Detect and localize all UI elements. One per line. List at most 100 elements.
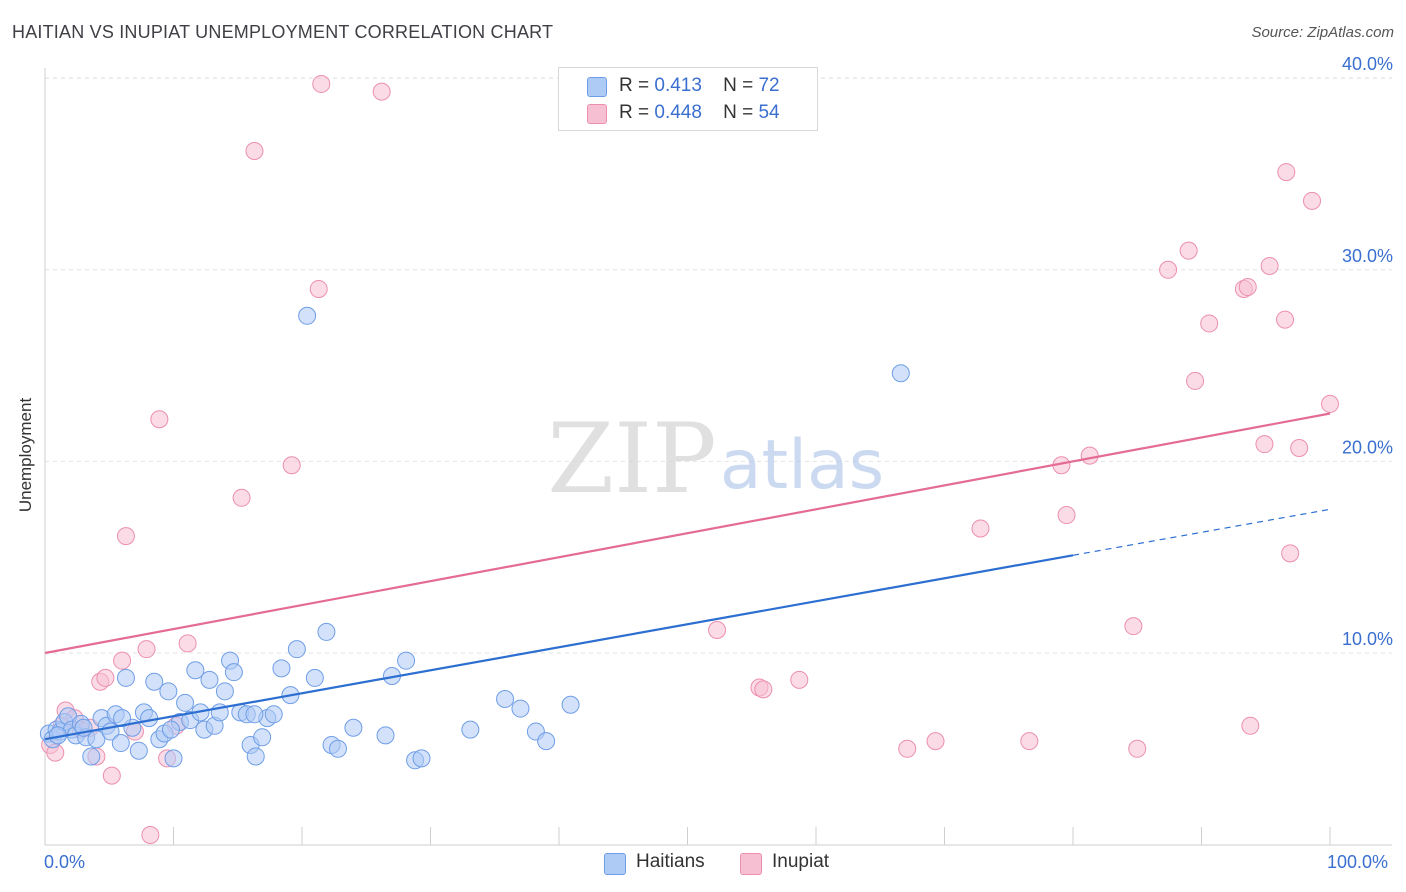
haitians-point bbox=[116, 668, 135, 687]
legend-r-label: R = bbox=[619, 75, 650, 96]
haitians-point bbox=[253, 728, 272, 747]
haitians-points bbox=[39, 306, 910, 770]
legend-n-value: 72 bbox=[758, 75, 780, 96]
inupiat-swatch bbox=[587, 104, 607, 124]
chart-title: HAITIAN VS INUPIAT UNEMPLOYMENT CORRELAT… bbox=[12, 22, 554, 42]
inupiat-point bbox=[1303, 191, 1322, 210]
haitians-point bbox=[344, 718, 363, 737]
inupiat-point bbox=[1186, 371, 1205, 390]
correlation-legend: R = 0.413 N = 72 R = 0.448 N = 54 bbox=[558, 67, 818, 131]
inupiat-point bbox=[312, 74, 331, 93]
haitians-point bbox=[561, 695, 580, 714]
inupiat-point bbox=[1080, 446, 1099, 465]
inupiat-point bbox=[1159, 260, 1178, 279]
haitians-point bbox=[328, 739, 347, 758]
haitians-swatch bbox=[587, 77, 607, 97]
inupiat-point bbox=[178, 634, 197, 653]
inupiat-point bbox=[113, 651, 132, 670]
haitians-point bbox=[272, 659, 291, 678]
axes bbox=[44, 68, 1392, 846]
haitians-point bbox=[176, 693, 195, 712]
inupiat-point bbox=[372, 82, 391, 101]
inupiat-point bbox=[102, 766, 121, 785]
haitians-point bbox=[159, 682, 178, 701]
inupiat-point bbox=[282, 456, 301, 475]
inupiat-point bbox=[1276, 310, 1295, 329]
legend-r-value: 0.413 bbox=[654, 75, 702, 96]
inupiat-point bbox=[1241, 716, 1260, 735]
inupiat-point bbox=[1277, 163, 1296, 182]
source-credit: Source: ZipAtlas.com bbox=[1251, 24, 1394, 41]
inupiat-point bbox=[898, 739, 917, 758]
y-tick-label: 20.0% bbox=[1342, 437, 1393, 457]
haitians-point bbox=[224, 663, 243, 682]
haitians-point bbox=[287, 640, 306, 659]
haitians-point bbox=[113, 709, 132, 728]
inupiat-point bbox=[116, 527, 135, 546]
inupiat-point bbox=[1057, 506, 1076, 525]
legend-n-label: N = bbox=[723, 75, 754, 96]
inupiat-point bbox=[1179, 241, 1198, 260]
haitians-point bbox=[161, 720, 180, 739]
x-axis-max-label: 100.0% bbox=[1327, 852, 1389, 872]
legend-r-label: R = bbox=[619, 102, 650, 123]
haitians-trend-line bbox=[44, 554, 1074, 741]
haitians-point bbox=[129, 741, 148, 760]
haitians-point bbox=[164, 749, 183, 768]
inupiat-point bbox=[1124, 617, 1143, 636]
haitians-point bbox=[200, 670, 219, 689]
haitians-point bbox=[145, 672, 164, 691]
inupiat-point bbox=[1020, 732, 1039, 751]
legend-label-haitians: Haitians bbox=[636, 851, 705, 872]
legend-n-value: 54 bbox=[758, 102, 780, 123]
inupiat-point bbox=[96, 668, 115, 687]
inupiat-swatch bbox=[740, 853, 762, 875]
inupiat-point bbox=[1281, 544, 1300, 563]
inupiat-point bbox=[1260, 256, 1279, 275]
haitians-point bbox=[215, 682, 234, 701]
watermark-atlas: atlas bbox=[720, 426, 884, 505]
y-tick-label: 40.0% bbox=[1342, 54, 1393, 74]
inupiat-point bbox=[1200, 314, 1219, 333]
haitians-point bbox=[82, 747, 101, 766]
haitians-point bbox=[246, 747, 265, 766]
inupiat-point bbox=[1128, 739, 1147, 758]
haitians-point bbox=[461, 720, 480, 739]
inupiat-point bbox=[1238, 278, 1257, 297]
inupiat-point bbox=[141, 826, 160, 845]
inupiat-point bbox=[708, 621, 727, 640]
inupiat-point bbox=[232, 488, 251, 507]
inupiat-point bbox=[926, 732, 945, 751]
watermark: ZIP atlas bbox=[547, 403, 884, 515]
legend-r-value: 0.448 bbox=[654, 102, 702, 123]
haitians-point bbox=[317, 622, 336, 641]
haitians-point bbox=[264, 705, 283, 724]
haitians-point bbox=[305, 668, 324, 687]
watermark-zip: ZIP bbox=[547, 403, 716, 515]
haitians-point bbox=[245, 705, 264, 724]
haitians-point bbox=[537, 732, 556, 751]
trend-lines bbox=[44, 412, 1331, 741]
legend-label-inupiat: Inupiat bbox=[772, 851, 830, 872]
haitians-point bbox=[140, 709, 159, 728]
y-tick-label: 10.0% bbox=[1342, 629, 1393, 649]
gridlines bbox=[45, 77, 1392, 654]
haitians-point bbox=[496, 689, 515, 708]
inupiat-point bbox=[790, 670, 809, 689]
x-axis-min-label: 0.0% bbox=[44, 852, 86, 872]
haitians-point bbox=[511, 699, 530, 718]
inupiat-point bbox=[754, 680, 773, 699]
inupiat-point bbox=[245, 142, 264, 161]
inupiat-point bbox=[137, 640, 156, 659]
haitians-swatch bbox=[604, 853, 626, 875]
y-tick-labels: 10.0% 20.0% 30.0% 40.0% bbox=[1342, 54, 1393, 649]
haitians-point bbox=[397, 651, 416, 670]
inupiat-point bbox=[971, 519, 990, 538]
inupiat-trend-line bbox=[44, 412, 1331, 655]
inupiat-point bbox=[150, 410, 169, 429]
haitians-point bbox=[891, 364, 910, 383]
inupiat-point bbox=[309, 279, 328, 298]
haitians-point bbox=[376, 726, 395, 745]
haitians-point bbox=[412, 749, 431, 768]
